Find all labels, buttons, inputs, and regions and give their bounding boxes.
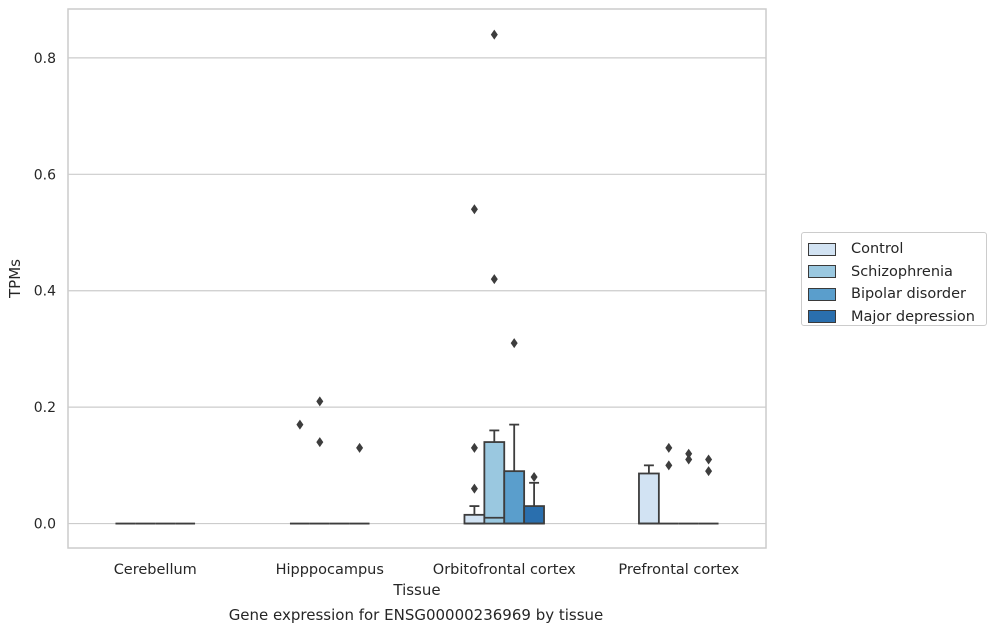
box-major-depression — [698, 454, 719, 525]
legend-label-control: Control — [851, 241, 904, 258]
box-body — [503, 470, 526, 525]
y-tick-label: 0.0 — [34, 517, 56, 533]
outlier-point — [470, 483, 478, 494]
box-control — [289, 419, 310, 525]
box-body — [463, 513, 486, 525]
box-group — [115, 29, 719, 525]
x-tick-labels: Cerebellum Hipppocampus Orbitofrontal cort… — [114, 562, 740, 578]
outlier-point — [530, 471, 538, 482]
outlier-point — [510, 338, 518, 349]
box-control — [463, 204, 486, 525]
grid-lines — [68, 57, 766, 525]
legend-item-major-depression: Major depression — [808, 306, 986, 329]
legend-item-bipolar-disorder: Bipolar disorder — [808, 283, 986, 306]
box-body — [523, 505, 545, 525]
x-tick-label: Hipppocampus — [276, 562, 384, 578]
box-bipolar-disorder — [503, 338, 526, 525]
x-tick-label: Orbitofrontal cortex — [433, 562, 576, 578]
outlier-point — [470, 442, 478, 453]
box-major-depression — [523, 471, 545, 525]
y-tick-label: 0.8 — [34, 51, 56, 67]
outlier-point — [665, 460, 673, 471]
y-tick-labels: 0.0 0.2 0.4 0.6 0.8 — [34, 51, 56, 533]
box-schizophrenia — [483, 29, 506, 525]
outlier-point — [316, 396, 324, 407]
outlier-point — [296, 419, 304, 430]
outlier-point — [490, 29, 498, 40]
box-major-depression — [349, 442, 370, 525]
outlier-point — [685, 454, 693, 465]
outlier-point — [356, 442, 364, 453]
outlier-point — [705, 466, 713, 477]
box-control — [638, 464, 660, 525]
outlier-point — [316, 437, 324, 448]
x-axis-label: Tissue — [392, 581, 440, 599]
box-bipolar-disorder — [678, 448, 699, 525]
outlier-point — [470, 204, 478, 215]
outlier-point — [490, 274, 498, 285]
box-body — [483, 441, 506, 525]
y-axis-label: TPMs — [6, 259, 24, 299]
plot-frame — [67, 8, 767, 549]
outlier-point — [685, 448, 693, 459]
legend-item-control: Control — [808, 238, 986, 261]
box-schizophrenia — [309, 396, 330, 525]
legend: Control Schizophrenia Bipolar disorder M… — [801, 232, 987, 326]
legend-swatch-control — [808, 242, 836, 256]
y-tick-label: 0.6 — [34, 167, 56, 183]
box-body — [638, 472, 660, 525]
legend-label-schizophrenia: Schizophrenia — [851, 263, 953, 280]
x-tick-label: Prefrontal cortex — [618, 562, 739, 578]
legend-swatch-schizophrenia — [808, 265, 836, 279]
legend-label-major-depression: Major depression — [851, 308, 975, 325]
outlier-point — [665, 442, 673, 453]
legend-item-schizophrenia: Schizophrenia — [808, 261, 986, 284]
outlier-point — [705, 454, 713, 465]
legend-swatch-major-depression — [808, 310, 836, 324]
x-tick-label: Cerebellum — [114, 562, 197, 578]
box-schizophrenia — [658, 442, 679, 525]
figure-title: Gene expression for ENSG00000236969 by t… — [228, 606, 604, 624]
legend-swatch-bipolar-disorder — [808, 287, 836, 301]
y-tick-label: 0.4 — [34, 284, 56, 300]
y-tick-label: 0.2 — [34, 400, 56, 416]
legend-label-bipolar-disorder: Bipolar disorder — [851, 286, 966, 303]
